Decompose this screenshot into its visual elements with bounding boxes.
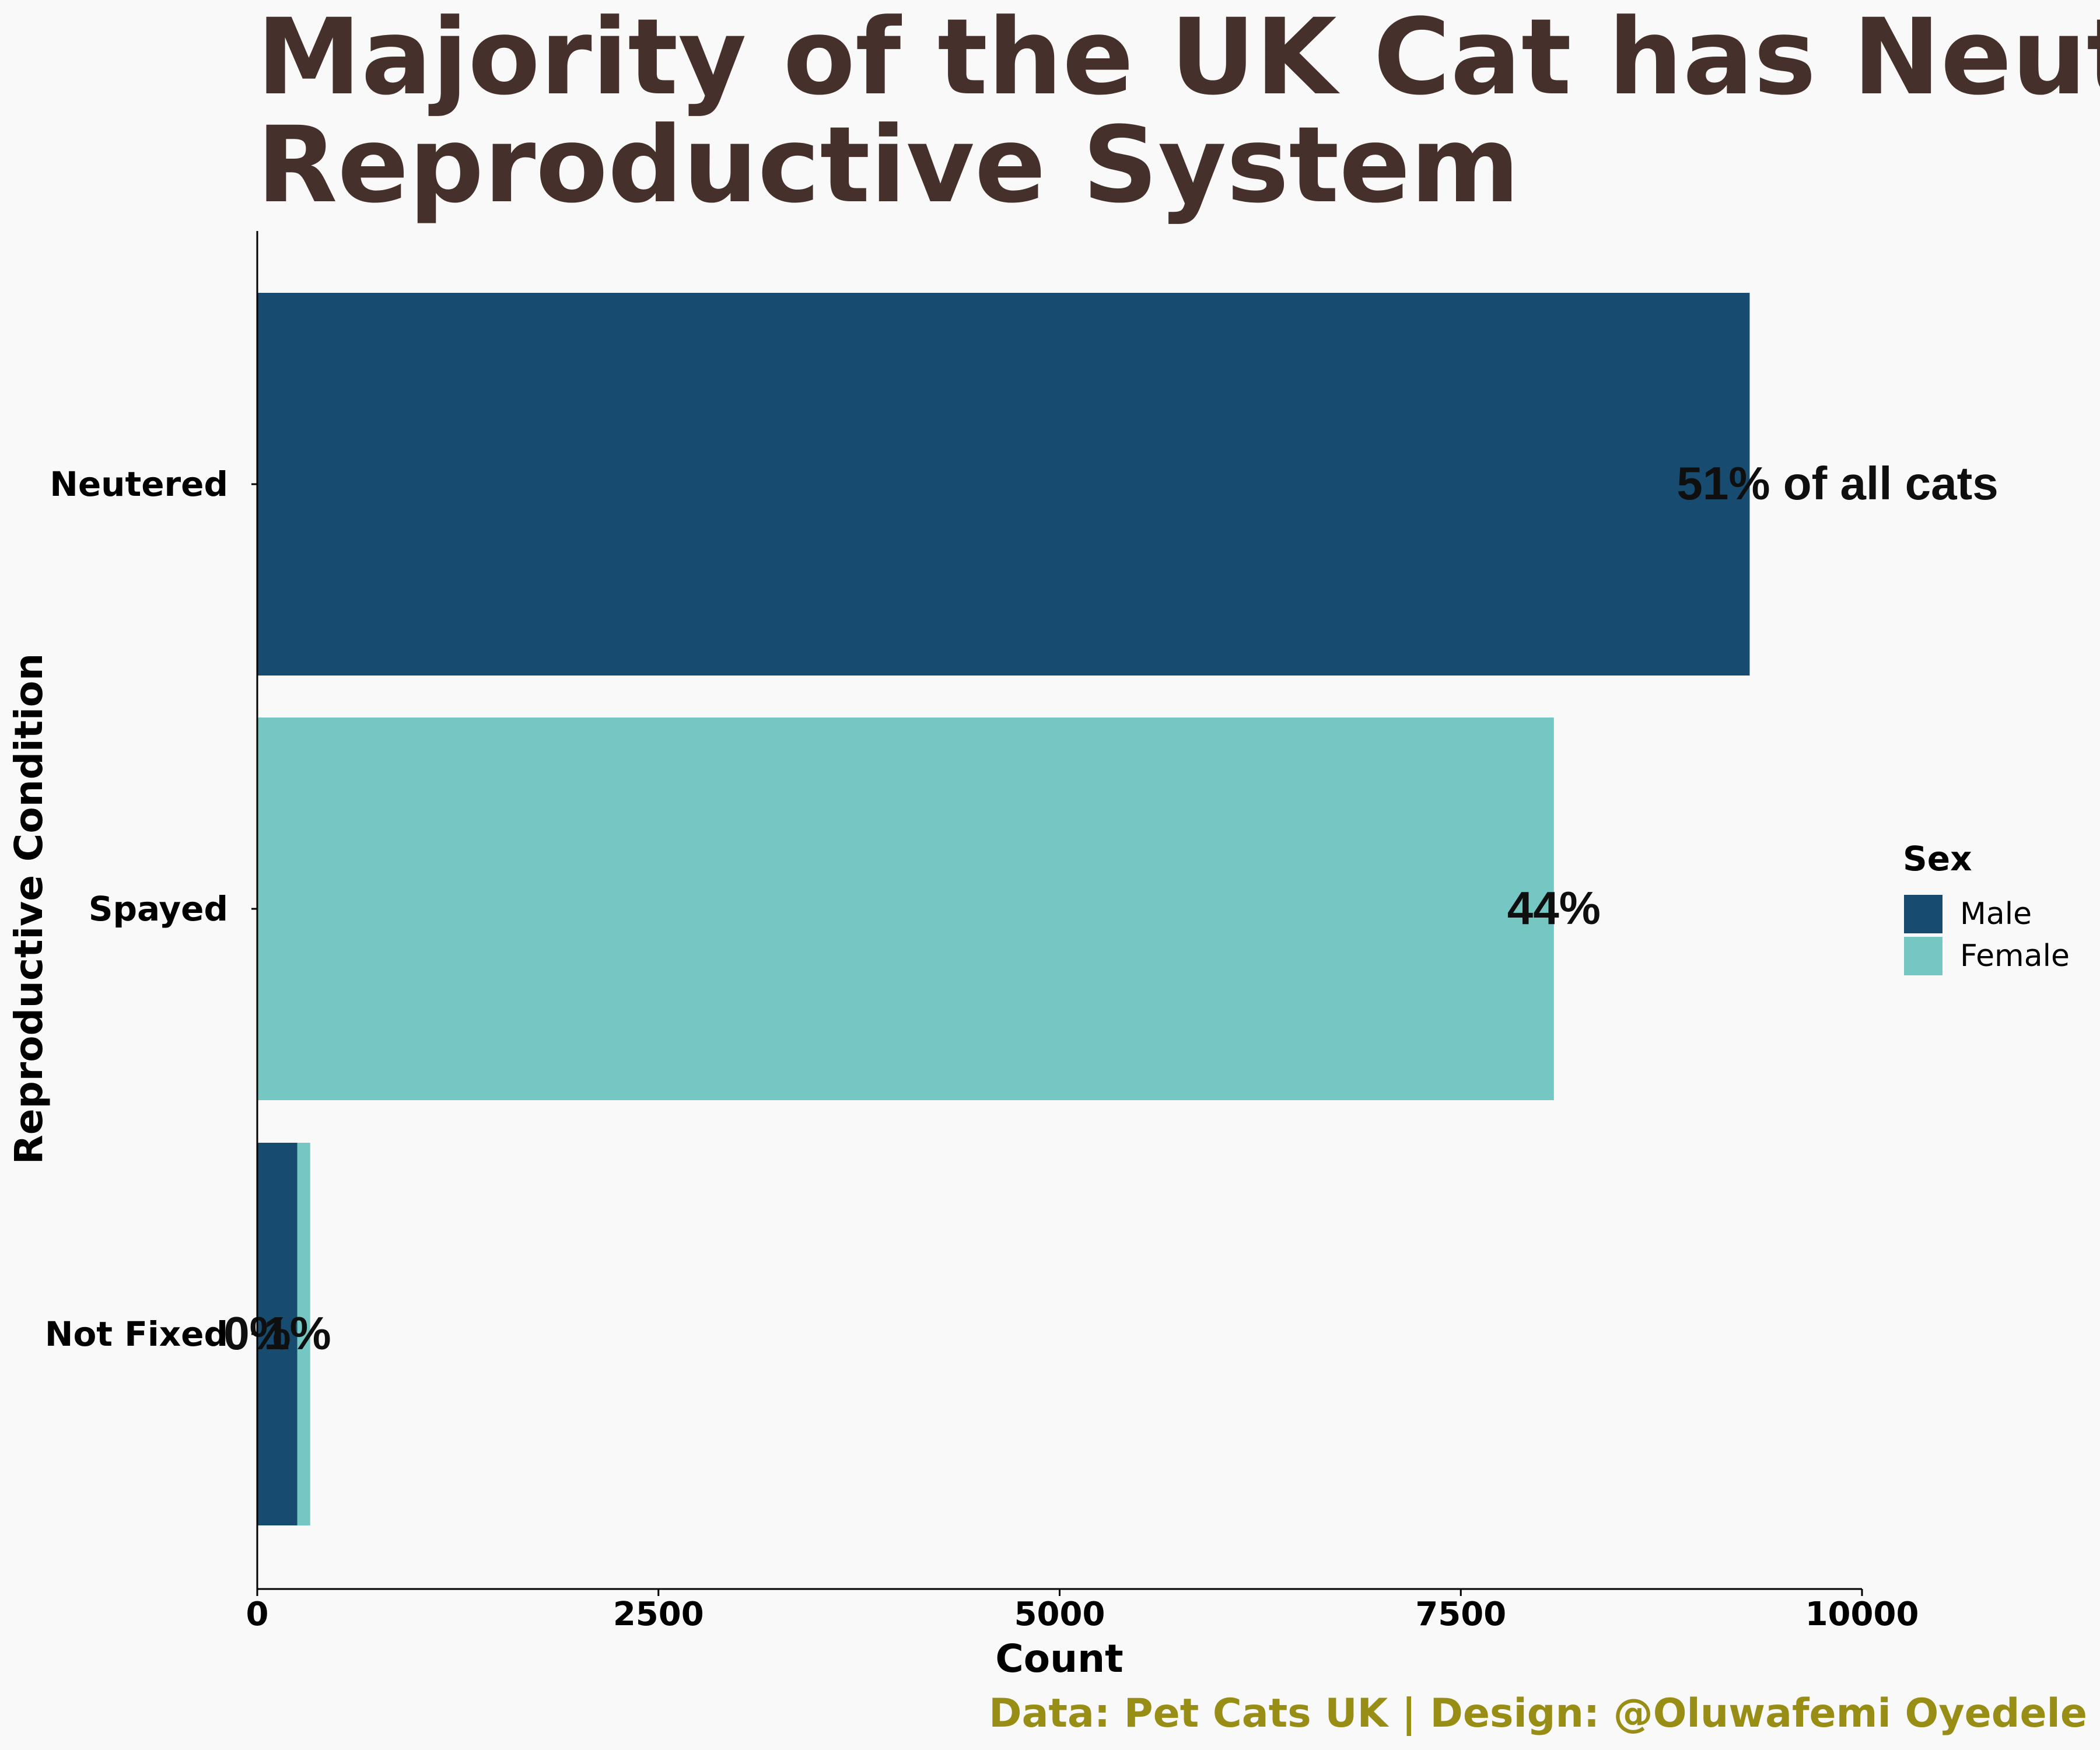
y-axis-title: Reproductive Condition [6,653,51,1164]
x-tick-label: 5000 [1014,1595,1105,1633]
y-tick-label: Not Fixed [45,1314,228,1354]
bar-not-fixed-female [297,1143,310,1525]
bar-spayed-female [257,718,1554,1100]
legend-swatch-female [1904,937,1943,975]
data-label: 1% [264,1307,331,1359]
legend-label-female: Female [1960,939,2070,974]
y-tick-label: Spayed [89,889,228,929]
y-tick-label: Neutered [50,464,228,504]
bar-not-fixed-male [257,1143,298,1525]
legend-label-male: Male [1960,897,2032,932]
legend: Sex Male Female [1903,839,2070,975]
data-label: 44% [1507,882,1601,934]
bar-neutered-male [257,293,1750,676]
x-axis: 0 2500 5000 7500 10000 [246,1589,1919,1633]
bars-layer [257,293,1750,1525]
x-tick-label: 7500 [1415,1595,1506,1633]
legend-swatch-male [1904,895,1943,933]
chart-title-line-1: Majority of the UK Cat has Neutered [257,0,2100,118]
data-label: 51% of all cats [1676,457,1998,509]
x-tick-label: 2500 [613,1595,704,1633]
legend-title: Sex [1903,839,1972,878]
chart-title-line-2: Reproductive System [257,104,1520,226]
x-tick-label: 0 [246,1595,269,1633]
x-axis-title: Count [995,1636,1123,1681]
caption: Data: Pet Cats UK | Design: @Oluwafemi O… [989,1690,2087,1737]
y-tick-labels: Neutered Spayed Not Fixed [45,464,257,1354]
x-tick-label: 10000 [1805,1595,1919,1633]
